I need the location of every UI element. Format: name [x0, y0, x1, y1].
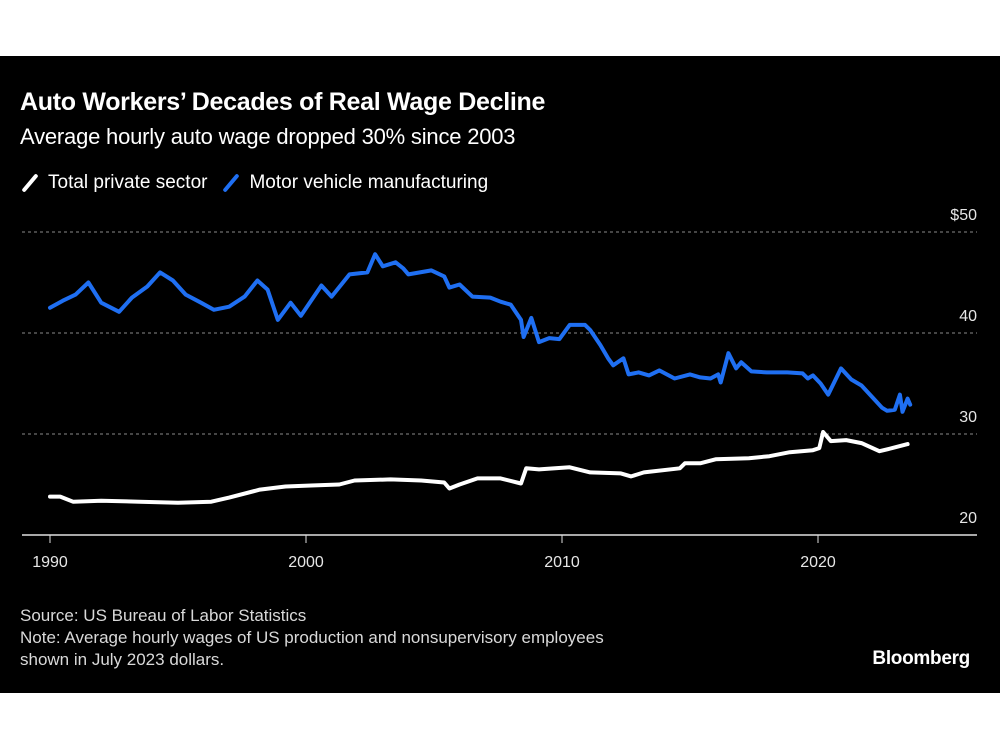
series-lines	[48, 252, 913, 505]
x-tick-label: 2010	[544, 554, 580, 571]
axes: 20 30 40 $50 1990 2000 2010 2020	[22, 207, 977, 571]
chart-title: Auto Workers’ Decades of Real Wage Decli…	[20, 88, 546, 116]
legend-item-motor-vehicle: Motor vehicle manufacturing	[221, 172, 488, 194]
gridlines	[22, 231, 977, 435]
footer: Source: US Bureau of Labor Statistics No…	[20, 605, 604, 671]
legend-item-total-private: Total private sector	[20, 172, 207, 194]
series-line-motor-vehicle-manufacturing	[48, 252, 913, 414]
legend-label: Motor vehicle manufacturing	[249, 172, 489, 193]
x-tick-label: 2000	[288, 554, 324, 571]
legend-label: Total private sector	[48, 172, 208, 193]
chart-subtitle: Average hourly auto wage dropped 30% sin…	[20, 124, 516, 149]
x-tick-label: 2020	[800, 554, 836, 571]
y-tick-label: 40	[959, 308, 977, 325]
y-tick-label: 30	[959, 409, 977, 426]
source-note: Source: US Bureau of Labor Statistics	[20, 606, 307, 625]
note-line-1: Note: Average hourly wages of US product…	[20, 628, 604, 647]
note-line-2: shown in July 2023 dollars.	[20, 650, 225, 669]
series-line-total-private-sector	[48, 430, 910, 505]
bloomberg-logo: Bloomberg	[872, 648, 970, 669]
chart-panel	[0, 56, 1000, 693]
y-tick-label: 20	[959, 510, 977, 527]
legend: Total private sector Motor vehicle manuf…	[20, 172, 502, 194]
y-tick-label: $50	[950, 207, 977, 224]
x-tick-label: 1990	[32, 554, 68, 571]
